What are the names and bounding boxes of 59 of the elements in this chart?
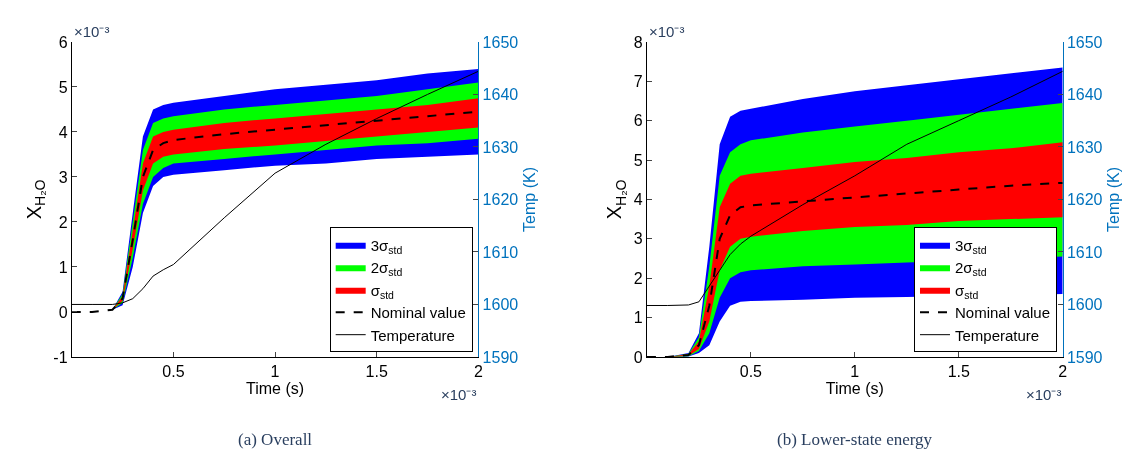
y2-tick-label: 1650 [1066,33,1103,51]
y2-tick-label: 1590 [1066,348,1103,366]
legend-label: σ$_{std}$ [954,281,979,301]
y-tick-label: 3 [58,168,68,186]
y2-tick-label: 1620 [1066,191,1103,209]
x-tick-label: 0.5 [739,363,763,381]
x-tick-label: 1 [270,363,280,381]
y-tick-label: 5 [633,151,643,169]
y2-tick-label: 1630 [1066,138,1103,156]
y-tick-label: 6 [633,112,643,130]
x-axis-title: Time (s) [825,380,884,398]
y2-tick-label: 1600 [1066,296,1103,314]
x-tick-label: 2 [1058,363,1068,381]
y-tick-label: 6 [58,33,68,51]
y-tick-label: 4 [633,191,643,209]
y-tick-label: 0 [58,303,68,321]
y2-tick-label: 1600 [482,296,519,314]
text: ×10⁻³ [441,386,477,403]
x-tick-label: 1.5 [947,363,970,381]
legend-label: Nominal value [370,304,466,322]
y-tick-label: 4 [58,123,68,141]
y-tick-label: 7 [633,72,643,90]
y-tick-label: 1 [58,258,68,276]
y2-tick-label: 1590 [482,348,519,366]
x-tick-label: 2 [473,363,483,381]
text: (b) Lower-state energy [777,430,933,449]
y2-axis-title: Temp (K) [1105,166,1123,232]
y2-tick-label: 1640 [1066,86,1103,104]
y-tick-label: 2 [58,213,68,231]
y2-tick-label: 1610 [1066,243,1103,261]
text: ×10⁻³ [1026,386,1062,403]
legend-label: 2σ$_{std}$ [370,259,403,279]
y-tick-label: -1 [53,348,68,366]
y-tick-label: 2 [633,269,643,287]
x-tick-label: 1 [850,363,860,381]
legend-label: 3σ$_{std}$ [954,236,987,256]
legend-label: Temperature [370,326,455,344]
y2-tick-label: 1620 [482,191,519,209]
text: ×10⁻³ [74,23,110,40]
y2-tick-label: 1610 [482,243,519,261]
x-axis-title: Time (s) [246,380,305,398]
x-tick-label: 0.5 [162,363,185,381]
y-tick-label: 8 [633,33,643,51]
legend-label: Temperature [954,326,1040,344]
legend-label: σ$_{std}$ [370,281,395,301]
legend-label: 3σ$_{std}$ [370,236,403,256]
y-tick-label: 5 [58,78,68,96]
y2-tick-label: 1650 [482,33,519,51]
legend-label: Nominal value [954,304,1051,322]
y2-tick-label: 1630 [482,138,519,156]
y-tick-label: 3 [633,230,643,248]
text: (a) Overall [238,430,313,449]
y2-tick-label: 1640 [482,86,519,104]
legend-label: 2σ$_{std}$ [954,259,987,279]
y-tick-label: 0 [633,348,643,366]
x-tick-label: 1.5 [365,363,388,381]
text: ×10⁻³ [649,23,685,40]
y-tick-label: 1 [633,309,643,327]
y2-axis-title: Temp (K) [520,166,538,232]
